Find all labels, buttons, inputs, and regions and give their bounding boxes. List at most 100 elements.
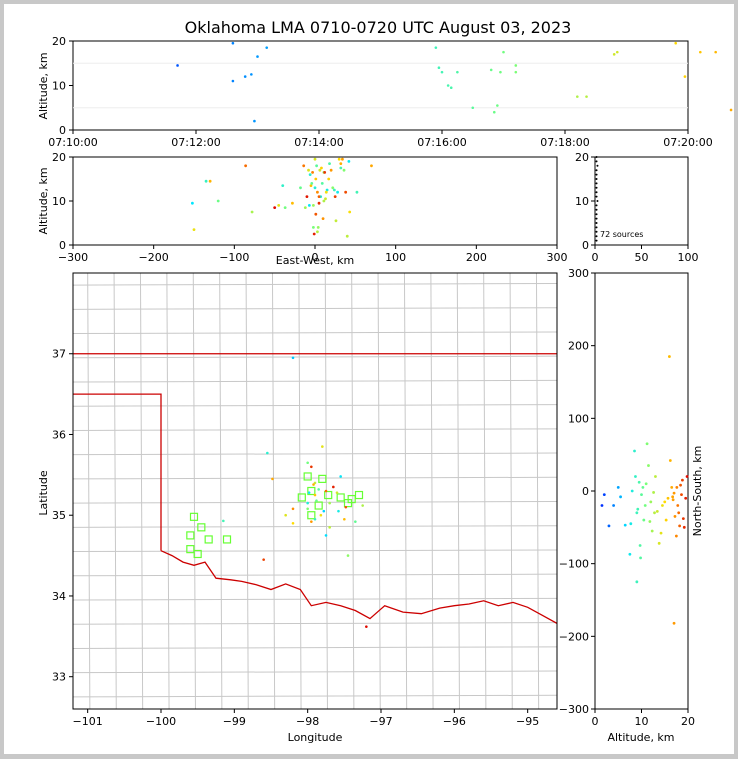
county-line [271,273,276,709]
ns-point [661,504,664,507]
time-point [615,50,619,54]
county-line [73,597,557,601]
county-line [245,273,249,709]
time-point [446,84,450,87]
county-line [73,670,557,674]
ew-xtick-label: −300 [58,251,88,264]
lma-station [297,493,306,502]
map-source [322,509,326,513]
ew-point [309,184,313,188]
ew-point [283,206,287,210]
time-point [499,70,502,74]
ew-point [355,190,359,194]
hist-point [595,217,598,220]
ew-point [323,171,327,174]
map-source [365,625,368,628]
ew-point [316,230,319,234]
ns-point [668,459,672,462]
hist-panel-frame [594,156,689,246]
ew-point [320,182,324,185]
ns-point [643,504,647,507]
map-source [291,507,295,511]
time-point [699,50,702,54]
state-border [73,353,557,624]
time-point [176,64,179,67]
map-xtick-label: −100 [146,715,176,728]
map-source [271,477,274,481]
ew-panel-frame [72,156,558,246]
map-source [222,519,225,523]
map-source [307,491,311,494]
ns-point [650,529,654,533]
ew-point [281,184,285,188]
time-ticks: 07:10:00 07:12:00 07:14:00 07:16:00 07:18:00… [48,35,712,149]
ns-point [682,525,686,529]
ew-point [308,173,312,177]
ns-point [670,485,674,489]
map-xtick-label: −99 [223,715,246,728]
county-line [219,273,223,709]
time-point [489,68,493,72]
ew-point [324,190,328,194]
ns-ytick-label: 200 [568,340,589,353]
ew-point [313,157,317,161]
time-point [440,70,444,74]
hist-point [595,191,598,194]
map-panel-frame [72,272,558,710]
time-xtick-label: 07:10:00 [48,136,97,149]
ew-point [310,182,314,185]
ew-xtick-label: 0 [312,251,319,264]
hist-ytick-label: 0 [582,239,589,252]
histogram-panel: 0 50 100 0 10 20 72 sources [575,151,699,264]
ew-point [273,206,277,210]
county-line [73,331,557,335]
lma-station [318,474,327,483]
county-line [483,273,487,709]
ew-point [322,199,326,203]
lma-station [314,501,323,510]
hist-point [595,222,598,224]
time-ytick-label: 0 [59,124,66,137]
ew-point [302,164,306,168]
hist-point [595,213,598,216]
ew-point [317,195,321,199]
map-sources [222,356,368,628]
ns-point [668,355,671,358]
ns-point [644,482,648,486]
time-xtick-label: 07:20:00 [663,136,712,149]
ew-xtick-label: 200 [466,251,487,264]
ns-xtick-label: 20 [681,715,695,728]
hist-xtick-label: 100 [678,251,699,264]
county-line [456,273,460,709]
ns-point [685,475,689,478]
map-xtick-label: −101 [73,715,103,728]
time-point [576,95,579,98]
ew-point [339,162,343,166]
ew-ticks: −300 −200 −100 0 100 200 300 0 10 20 [52,151,568,264]
time-point [253,119,256,123]
lma-station [204,535,213,544]
map-source [291,356,295,360]
time-point [456,70,459,74]
time-xtick-label: 07:14:00 [294,136,343,149]
map-source [291,521,295,525]
ns-ytick-label: −200 [559,630,589,643]
ns-point [649,500,653,504]
hist-point [595,208,598,211]
map-source [328,526,331,529]
figure-title: Oklahoma LMA 0710-0720 UTC August 03, 20… [185,18,572,37]
county-lines [73,273,557,709]
county-line [73,694,557,698]
ew-point [325,188,329,192]
ew-point [341,157,344,161]
ns-ticks: 0 10 20 −300 −200 −100 0 100 200 300 [559,267,695,728]
hist-points [595,156,599,242]
lma-station [186,531,195,540]
ew-point [192,228,196,232]
time-point [256,55,259,58]
ew-point [327,177,331,181]
time-points [176,41,733,123]
ns-xlabel: Altitude, km [607,731,674,744]
ns-point [640,493,643,497]
time-point [585,95,588,98]
